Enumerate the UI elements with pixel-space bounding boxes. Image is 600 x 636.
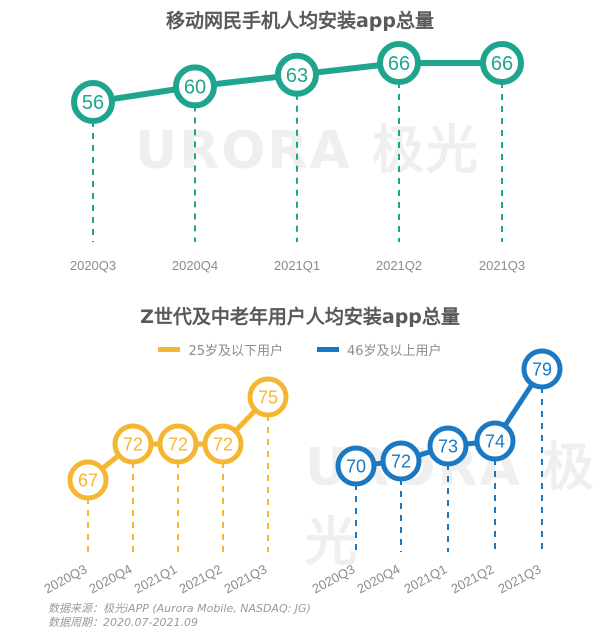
x-tick-label: 2020Q4 — [355, 561, 403, 596]
data-label: 72 — [213, 434, 233, 454]
x-tick-label: 2021Q3 — [479, 258, 525, 273]
x-tick-label: 2020Q4 — [172, 258, 218, 273]
chart1-title: 移动网民手机人均安装app总量 — [165, 10, 435, 32]
data-point — [112, 423, 154, 465]
data-label: 66 — [491, 53, 513, 75]
legend-swatch — [158, 347, 181, 352]
data-label: 63 — [286, 65, 308, 87]
data-label: 72 — [168, 434, 188, 454]
chart2-legend: 25岁及以下用户 46岁及以上用户 — [0, 340, 600, 359]
data-point — [521, 348, 563, 390]
data-point — [380, 440, 422, 482]
data-point — [480, 41, 524, 85]
data-point — [202, 423, 244, 465]
data-label: 72 — [123, 434, 143, 454]
footer-source: 数据来源：极光iAPP (Aurora Mobile, NASDAQ: JG) — [48, 602, 311, 615]
data-point — [157, 423, 199, 465]
data-point — [474, 420, 516, 462]
x-tick-label: 2021Q3 — [496, 561, 544, 596]
data-point — [247, 376, 289, 418]
data-point — [377, 41, 421, 85]
x-tick-label: 2021Q1 — [274, 258, 320, 273]
data-label: 60 — [184, 77, 206, 99]
legend-label: 46岁及以上用户 — [347, 344, 442, 359]
data-label: 79 — [532, 359, 552, 379]
data-label: 70 — [346, 456, 366, 476]
data-point — [335, 445, 377, 487]
footer: 数据来源：极光iAPP (Aurora Mobile, NASDAQ: JG) … — [48, 602, 311, 630]
x-tick-label: 2020Q3 — [310, 561, 358, 596]
x-tick-label: 2021Q2 — [449, 561, 497, 596]
legend-item-old: 46岁及以上用户 — [317, 340, 442, 359]
data-point — [427, 425, 469, 467]
data-point — [275, 52, 319, 97]
chart2-title: Z世代及中老年用户人均安装app总量 — [140, 306, 460, 328]
x-tick-label: 2021Q1 — [132, 561, 180, 596]
data-point — [67, 459, 109, 501]
data-label: 72 — [391, 451, 411, 471]
x-tick-label: 2021Q2 — [376, 258, 422, 273]
watermark: URORA 极光 — [135, 121, 480, 181]
data-point — [173, 64, 217, 109]
data-label: 73 — [438, 436, 458, 456]
footer-period: 数据周期：2020.07-2021.09 — [48, 616, 198, 629]
legend-swatch — [317, 347, 339, 352]
data-label: 75 — [258, 387, 278, 407]
data-point — [71, 80, 115, 124]
data-label: 74 — [485, 431, 505, 451]
data-label: 66 — [388, 53, 410, 75]
x-tick-label: 2020Q4 — [87, 561, 135, 596]
x-tick-label: 2021Q3 — [222, 561, 270, 596]
x-tick-label: 2020Q3 — [42, 561, 90, 596]
data-label: 67 — [78, 470, 98, 490]
x-tick-label: 2021Q2 — [177, 561, 225, 596]
legend-label: 25岁及以下用户 — [188, 344, 283, 359]
legend-item-young: 25岁及以下用户 — [158, 340, 283, 359]
x-tick-label: 2021Q1 — [402, 561, 450, 596]
data-label: 56 — [82, 92, 104, 114]
chart1-plot: 56 60 63 66 66 2020Q3 2020Q4 2021Q1 2021Q2 2021Q3 — [70, 41, 525, 273]
x-tick-label: 2020Q3 — [70, 258, 116, 273]
